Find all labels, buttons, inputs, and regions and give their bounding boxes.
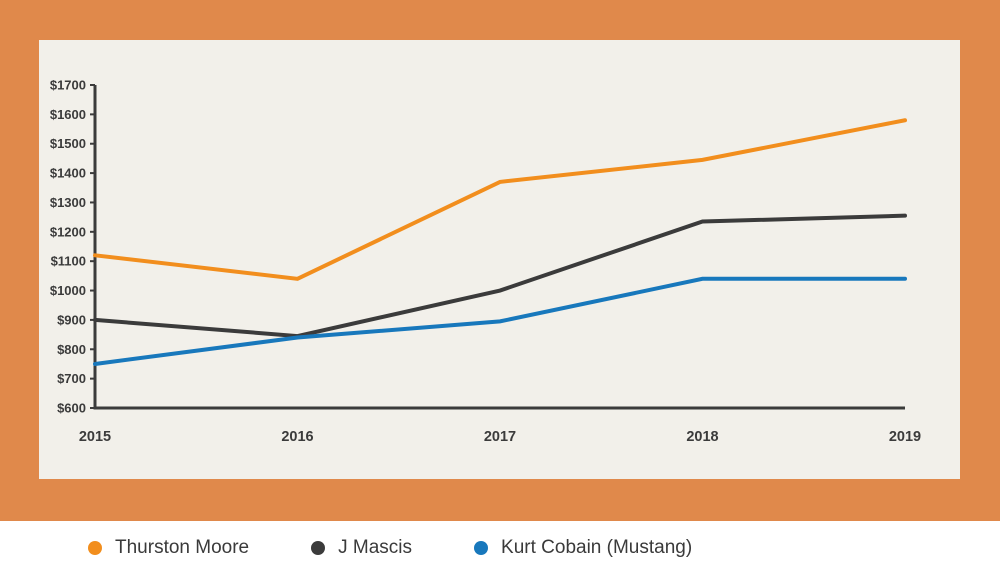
x-tick-label: 2015 <box>79 429 111 445</box>
chart-legend: Thurston Moore J Mascis Kurt Cobain (Musta… <box>0 521 1000 575</box>
y-tick-label: $800 <box>57 342 86 357</box>
y-tick-label: $1100 <box>51 254 86 269</box>
series-line-kurt-cobain-mustang <box>93 276 907 366</box>
y-tick-label: $900 <box>57 312 86 327</box>
legend-label: J Mascis <box>338 537 413 558</box>
legend-dot-j-mascis <box>311 541 326 555</box>
chart-axes <box>93 85 905 410</box>
y-tick-label: $1300 <box>50 195 86 210</box>
y-tick-label: $1600 <box>50 107 86 122</box>
legend-label: Thurston Moore <box>115 537 250 558</box>
legend-dot-thurston-moore <box>88 541 102 555</box>
y-tick-label: $1500 <box>50 136 86 151</box>
chart-card: $600 $700 $800 $900 $1000 $1100 $1200 $1300 $140… <box>0 0 1000 521</box>
x-tick-label: 2017 <box>484 429 516 445</box>
y-tick-label: $600 <box>57 401 86 416</box>
y-tick-label: $1200 <box>50 224 86 239</box>
legend-item-j-mascis: J Mascis <box>311 537 412 559</box>
chart-panel: $600 $700 $800 $900 $1000 $1100 $1200 $1300 $140… <box>39 40 960 479</box>
x-tick-label: 2018 <box>686 429 718 445</box>
x-tick-label: 2016 <box>281 429 313 445</box>
legend-item-kurt-cobain-mustang: Kurt Cobain (Mustang) <box>474 537 692 559</box>
y-tick-label: $1000 <box>50 283 86 298</box>
legend-label: Kurt Cobain (Mustang) <box>501 537 693 558</box>
x-tick-label: 2019 <box>889 429 921 445</box>
y-tick-label: $1400 <box>50 166 86 181</box>
series-line-thurston-moore <box>93 118 907 281</box>
series-line-j-mascis <box>93 213 907 339</box>
legend-dot-kurt-cobain-mustang <box>474 541 489 555</box>
legend-item-thurston-moore: Thurston Moore <box>88 537 249 559</box>
y-tick-label: $700 <box>57 371 86 386</box>
line-chart: $600 $700 $800 $900 $1000 $1100 $1200 $1300 $140… <box>50 78 921 446</box>
y-tick-label: $1700 <box>50 78 86 93</box>
